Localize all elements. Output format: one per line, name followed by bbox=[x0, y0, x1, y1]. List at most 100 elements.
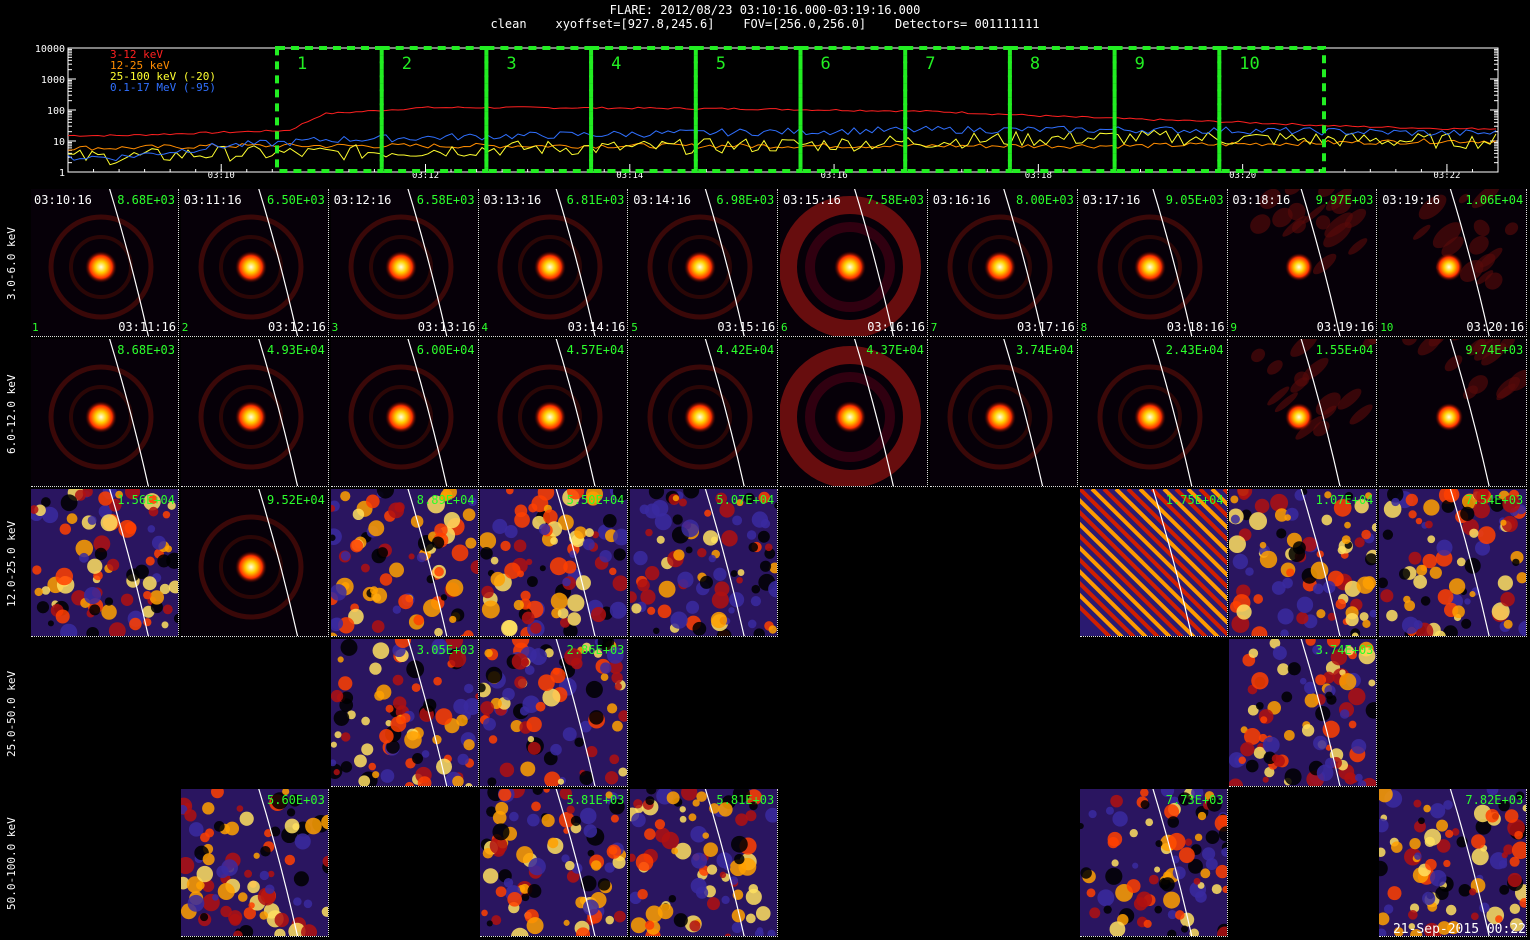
noise-blob bbox=[729, 859, 747, 877]
image-max-label: 5.50E+04 bbox=[566, 493, 625, 507]
image-tile[interactable]: 6.58E+03 03:12:16 3 03:13:16 bbox=[330, 189, 479, 337]
image-tile[interactable]: 4.37E+04 bbox=[780, 339, 928, 487]
image-tile[interactable]: 6.98E+03 03:14:16 5 03:15:16 bbox=[630, 189, 779, 337]
noise-blob bbox=[411, 683, 421, 692]
noise-blob bbox=[715, 492, 728, 505]
noise-blob bbox=[1256, 702, 1265, 710]
image-tile[interactable]: 1.75E+04 bbox=[1079, 489, 1228, 637]
solar-limb-line bbox=[704, 489, 745, 636]
noise-blob bbox=[507, 892, 523, 907]
image-tile[interactable]: 3.74E+03 bbox=[1229, 639, 1378, 787]
image-tile[interactable]: 7.82E+03 bbox=[1379, 789, 1528, 937]
image-tile[interactable]: 8.68E+03 03:10:16 1 03:11:16 bbox=[31, 189, 179, 337]
noise-blob bbox=[614, 910, 627, 923]
image-tile[interactable]: 5.07E+04 bbox=[630, 489, 779, 637]
noise-blob bbox=[340, 551, 350, 561]
image-tile[interactable]: 5.81E+03 bbox=[480, 789, 629, 937]
noise-blob bbox=[594, 649, 603, 658]
x-tick-label: 03:12 bbox=[412, 171, 439, 180]
noise-blob bbox=[609, 659, 624, 674]
noise-blob bbox=[330, 504, 335, 512]
noise-blob bbox=[408, 553, 415, 560]
image-tile[interactable]: 3.74E+04 bbox=[929, 339, 1078, 487]
start-time-label: 03:10:16 bbox=[34, 193, 92, 207]
noise-blob bbox=[145, 556, 155, 566]
noise-blob bbox=[495, 801, 509, 815]
noise-blob bbox=[360, 563, 370, 573]
noise-blob bbox=[124, 521, 137, 535]
image-tile[interactable]: 6.00E+04 bbox=[330, 339, 479, 487]
noise-blob bbox=[713, 567, 727, 581]
image-tile[interactable]: 1.06E+04 03:19:16 10 03:20:16 bbox=[1379, 189, 1528, 337]
noise-blob bbox=[1410, 929, 1423, 936]
image-tile[interactable]: 7.54E+03 bbox=[1379, 489, 1528, 637]
noise-blob bbox=[599, 549, 613, 563]
sidelobe-ring bbox=[497, 364, 603, 470]
image-tile[interactable]: 2.86E+03 bbox=[480, 639, 629, 787]
image-tile[interactable]: 1.56E+04 bbox=[31, 489, 179, 637]
noise-blob bbox=[521, 893, 530, 902]
image-tile[interactable]: 9.52E+04 bbox=[180, 489, 329, 637]
image-max-label: 1.56E+04 bbox=[117, 493, 175, 507]
noise-blob bbox=[737, 569, 745, 576]
noise-blob bbox=[294, 833, 311, 850]
noise-blob bbox=[1352, 632, 1360, 636]
noise-blob bbox=[522, 611, 535, 625]
noise-blob bbox=[157, 554, 171, 568]
tile-image bbox=[1229, 339, 1377, 486]
noise-blob bbox=[217, 882, 235, 901]
image-max-label: 4.37E+04 bbox=[866, 343, 924, 357]
noise-blob bbox=[431, 536, 444, 549]
noise-blob bbox=[550, 743, 563, 756]
noise-blob bbox=[1471, 912, 1479, 921]
noise-blob bbox=[719, 502, 735, 518]
image-tile[interactable]: 7.73E+03 bbox=[1079, 789, 1228, 937]
noise-blob bbox=[728, 607, 735, 614]
image-tile[interactable]: 6.50E+03 03:11:16 2 03:12:16 bbox=[180, 189, 329, 337]
noise-blob bbox=[1218, 826, 1227, 842]
legend-entry: 25-100 keV (-20) bbox=[110, 70, 216, 83]
noise-blob bbox=[394, 639, 411, 649]
noise-blob bbox=[333, 769, 340, 776]
solar-limb-line bbox=[406, 189, 447, 336]
interval-number: 10 bbox=[1239, 54, 1259, 74]
image-tile[interactable]: 9.05E+03 03:17:16 8 03:18:16 bbox=[1079, 189, 1228, 337]
image-tile[interactable]: 6.81E+03 03:13:16 4 03:14:16 bbox=[480, 189, 629, 337]
image-tile[interactable]: 1.07E+04 bbox=[1229, 489, 1378, 637]
noise-blob bbox=[532, 789, 544, 795]
image-tile[interactable]: 9.97E+03 03:18:16 9 03:19:16 bbox=[1229, 189, 1378, 337]
image-tile[interactable]: 8.68E+03 bbox=[31, 339, 179, 487]
image-tile[interactable]: 3.05E+03 bbox=[330, 639, 479, 787]
image-tile[interactable]: 2.43E+04 bbox=[1079, 339, 1228, 487]
noise-blob bbox=[1436, 839, 1451, 853]
image-tile[interactable]: 9.74E+03 bbox=[1379, 339, 1528, 487]
noise-blob bbox=[611, 814, 620, 823]
noise-blob bbox=[480, 683, 487, 693]
image-tile[interactable]: 5.60E+03 bbox=[180, 789, 329, 937]
noise-blob bbox=[1311, 561, 1329, 580]
image-tile[interactable]: 8.00E+03 03:16:16 7 03:17:16 bbox=[929, 189, 1078, 337]
noise-blob bbox=[1464, 557, 1481, 574]
image-tile[interactable]: 7.58E+03 03:15:16 6 03:16:16 bbox=[780, 189, 928, 337]
image-tile[interactable]: 5.50E+04 bbox=[480, 489, 629, 637]
noise-blob bbox=[1443, 859, 1451, 868]
image-tile[interactable]: 1.55E+04 bbox=[1229, 339, 1378, 487]
image-tile[interactable]: 4.57E+04 bbox=[480, 339, 629, 487]
noise-blob bbox=[448, 650, 466, 668]
image-max-label: 6.50E+03 bbox=[267, 193, 325, 207]
image-tile[interactable]: 4.93E+04 bbox=[180, 339, 329, 487]
noise-blob bbox=[1259, 189, 1282, 209]
noise-blob bbox=[1155, 840, 1163, 848]
noise-blob bbox=[340, 732, 351, 742]
noise-blob bbox=[1313, 583, 1324, 595]
noise-blob bbox=[60, 494, 78, 512]
solar-limb-line bbox=[1449, 489, 1490, 636]
noise-blob bbox=[531, 801, 542, 812]
noise-blob bbox=[651, 499, 669, 517]
image-tile[interactable]: 5.81E+03 bbox=[630, 789, 779, 937]
noise-blob bbox=[1508, 369, 1527, 391]
noise-blob bbox=[1497, 575, 1514, 591]
legend-entry: 3-12 keV bbox=[110, 48, 163, 61]
image-tile[interactable]: 8.89E+04 bbox=[330, 489, 479, 637]
image-tile[interactable]: 4.42E+04 bbox=[630, 339, 779, 487]
